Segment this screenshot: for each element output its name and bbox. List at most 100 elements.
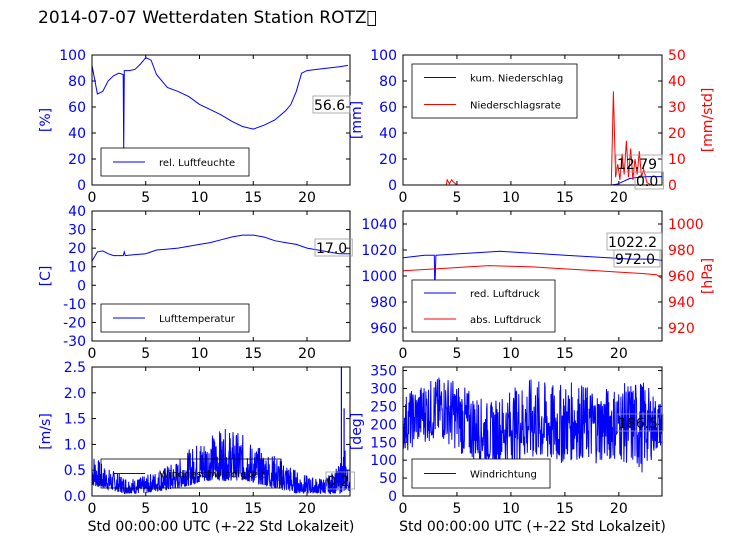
panel-wind_speed: 0 5 10 15 20 0.0 0.5 1.0 1.5 2.0 2.5 [m/s] Std 00:00… (38, 360, 355, 535)
y-tick-label: 150 (370, 435, 397, 451)
y-tick-label-right: 940 (668, 295, 695, 311)
current-value-frame (325, 471, 355, 490)
y-tick-label: 40 (379, 126, 397, 142)
y-tick-label: 0 (388, 489, 397, 505)
y-axis-label: [%] (38, 108, 54, 132)
axes-frame (91, 54, 351, 186)
panel-temperature: 0 5 10 15 20 -30 -20 -10 0 10 20 30 40 [C] Lufttempera… (38, 204, 353, 362)
y-tick-label-right: 0 (668, 178, 677, 194)
x-tick-label: 5 (452, 501, 461, 517)
legend-label: abs. Luftdruck (470, 315, 541, 326)
legend: red. Luftdruck abs. Luftdruck (411, 279, 556, 333)
panel-pressure: 0 5 10 15 20 960 980 1000 1020 1040 920 940 960 980 10… (361, 210, 716, 362)
current-value-label: 56.6 (314, 98, 345, 114)
y-tick-label: 1040 (361, 217, 397, 233)
legend-label: Niederschlagsrate (470, 101, 561, 112)
legend-label: Windrichtung (470, 470, 537, 481)
x-tick-label: 15 (244, 190, 262, 206)
y-tick-label: 60 (68, 100, 86, 116)
y-tick-label: 50 (379, 471, 397, 487)
series-group (92, 367, 350, 495)
x-tick-label: 20 (298, 190, 316, 206)
y-tick-label: 980 (370, 295, 397, 311)
y-tick-label-right: 10 (668, 152, 686, 168)
panel-precipitation: 0 5 10 15 20 0 20 40 60 80 100 0 10 20 30 40 50 [mm] [mm/s… (349, 48, 716, 206)
axes-frame (402, 54, 663, 186)
current-value-frame (613, 249, 661, 268)
legend-label: kum. Niederschlag (470, 74, 563, 85)
x-tick-label: 15 (556, 501, 574, 517)
y-tick-label: 0 (388, 178, 397, 194)
y-axis-label-right: [hPa] (700, 258, 716, 294)
y-tick-label: 0 (77, 178, 86, 194)
x-tick-label: 15 (244, 501, 262, 517)
y-tick-label-right: 960 (668, 269, 695, 285)
y-tick-label: 0.0 (64, 489, 86, 505)
x-tick-label: 20 (610, 190, 628, 206)
y-tick-label: 40 (68, 204, 86, 220)
legend-frame (411, 279, 556, 333)
x-tick-label: 10 (191, 190, 209, 206)
y-tick-label: 250 (370, 399, 397, 415)
series-line (403, 265, 662, 280)
series-group (403, 377, 662, 473)
y-axis-label: [mm] (349, 101, 365, 139)
y-tick-label: -10 (63, 297, 86, 313)
x-axis-label: Std 00:00:00 UTC (+-22 Std Lokalzeit) (399, 519, 666, 535)
y-tick-label: 300 (370, 382, 397, 398)
panel-humidity: 0 5 10 15 20 0 20 40 60 80 100 [%] rel. Luftfeuchte 5… (38, 48, 351, 206)
x-tick-label: 0 (88, 501, 97, 517)
x-tick-label: 15 (556, 346, 574, 362)
series-line (403, 91, 662, 185)
legend: kum. Niederschlag Niederschlagsrate (411, 63, 578, 119)
legend: Lufttemperatur (100, 303, 250, 333)
y-tick-label: -20 (63, 315, 86, 331)
y-tick-label: 20 (68, 152, 86, 168)
x-tick-label: 10 (191, 501, 209, 517)
x-tick-label: 0 (88, 190, 97, 206)
legend-label: Windgeschwindigkeit (159, 470, 265, 481)
y-tick-label-right: 50 (668, 48, 686, 64)
x-tick-label: 0 (399, 190, 408, 206)
current-value-label: 0.0 (636, 174, 658, 190)
x-tick-label: 10 (502, 190, 520, 206)
current-value-frame (616, 413, 664, 432)
x-tick-label: 15 (556, 190, 574, 206)
y-axis-label-right: [mm/std] (700, 88, 716, 153)
current-value-label: 0.2 (327, 474, 349, 490)
axes-frame (91, 366, 351, 497)
x-tick-label: 10 (502, 346, 520, 362)
x-tick-label: 5 (452, 190, 461, 206)
legend-label: rel. Luftfeuchte (159, 158, 235, 169)
axes-frame (402, 210, 663, 342)
y-tick-label: 30 (68, 223, 86, 239)
y-tick-label: 0 (77, 278, 86, 294)
series-line (403, 176, 662, 185)
legend: Windgeschwindigkeit (100, 458, 282, 489)
y-tick-label: 350 (370, 364, 397, 380)
x-tick-label: 5 (141, 346, 150, 362)
y-tick-label: 60 (379, 100, 397, 116)
y-axis-label: [C] (38, 266, 54, 287)
legend: rel. Luftfeuchte (100, 147, 250, 177)
y-tick-label-right: 30 (668, 100, 686, 116)
x-tick-label: 5 (141, 190, 150, 206)
legend-frame (100, 458, 282, 489)
y-tick-label: 100 (370, 453, 397, 469)
current-value-label: 12.79 (617, 157, 657, 173)
y-tick-label-right: 40 (668, 74, 686, 90)
y-tick-label: 100 (59, 48, 86, 64)
x-axis-label: Std 00:00:00 UTC (+-22 Std Lokalzeit) (88, 519, 355, 535)
y-axis-label: [deg] (349, 413, 365, 450)
series-line (92, 56, 348, 153)
current-value-frame (634, 171, 664, 190)
y-tick-label: 1.0 (64, 437, 86, 453)
series-group (92, 234, 350, 262)
y-tick-label: 2.5 (64, 360, 86, 376)
x-tick-label: 20 (298, 346, 316, 362)
current-value-frame (314, 238, 353, 257)
y-tick-label-right: 980 (668, 243, 695, 259)
x-tick-label: 5 (452, 346, 461, 362)
